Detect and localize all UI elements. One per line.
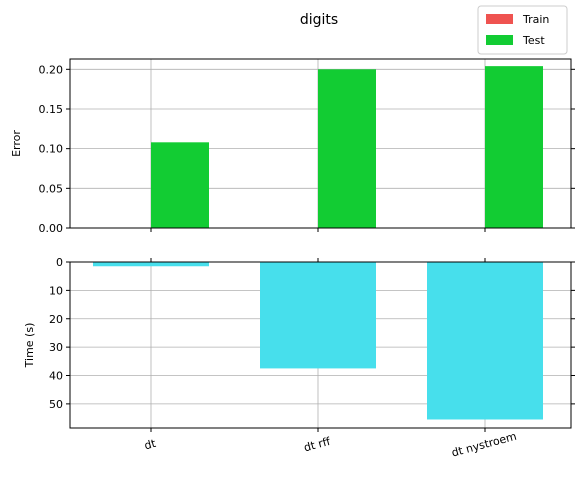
x-tick-label: dt rff — [302, 435, 332, 455]
error-bars — [151, 66, 543, 229]
legend-swatch-train — [486, 14, 513, 24]
error-bar-test — [151, 142, 209, 228]
time-y-tick-label: 0 — [56, 256, 63, 269]
error-bar-test — [318, 69, 376, 229]
error-y-tick-label: 0.15 — [39, 103, 64, 116]
chart-title: digits — [300, 12, 338, 28]
legend-label-test: Test — [522, 34, 545, 47]
time-bar — [260, 262, 376, 369]
time-y-ticks: 0 10 20 30 40 50 — [49, 256, 575, 411]
error-subplot: 0.00 0.05 0.10 0.15 0.20 Error — [10, 58, 575, 235]
x-tick-label: dt nystroem — [450, 430, 518, 460]
error-bar-test — [485, 66, 543, 229]
error-y-ticks: 0.00 0.05 0.10 0.15 0.20 — [39, 63, 575, 235]
legend: Train Test — [477, 5, 568, 55]
time-y-tick-label: 50 — [49, 398, 63, 411]
time-y-tick-label: 40 — [49, 370, 63, 383]
time-bars — [93, 262, 543, 420]
time-subplot: 0 10 20 30 40 50 dt dt rff dt nystroem Time (s) — [23, 256, 575, 460]
time-y-tick-label: 30 — [49, 341, 63, 354]
error-y-axis-label: Error — [10, 130, 23, 157]
x-ticks: dt dt rff dt nystroem — [143, 428, 518, 460]
error-y-tick-label: 0.10 — [39, 143, 64, 156]
legend-swatch-test — [486, 35, 513, 45]
error-plot-frame — [69, 58, 572, 229]
error-y-tick-label: 0.05 — [39, 182, 64, 195]
x-tick-label: dt — [143, 437, 158, 453]
error-y-tick-label: 0.20 — [39, 63, 64, 76]
legend-label-train: Train — [522, 13, 549, 26]
error-y-tick-label: 0.00 — [39, 222, 64, 235]
time-plot-frame — [69, 261, 572, 429]
time-bar — [93, 262, 209, 267]
time-y-tick-label: 20 — [49, 313, 63, 326]
time-y-axis-label: Time (s) — [23, 323, 36, 369]
time-y-tick-label: 10 — [49, 284, 63, 297]
time-bar — [427, 262, 543, 420]
